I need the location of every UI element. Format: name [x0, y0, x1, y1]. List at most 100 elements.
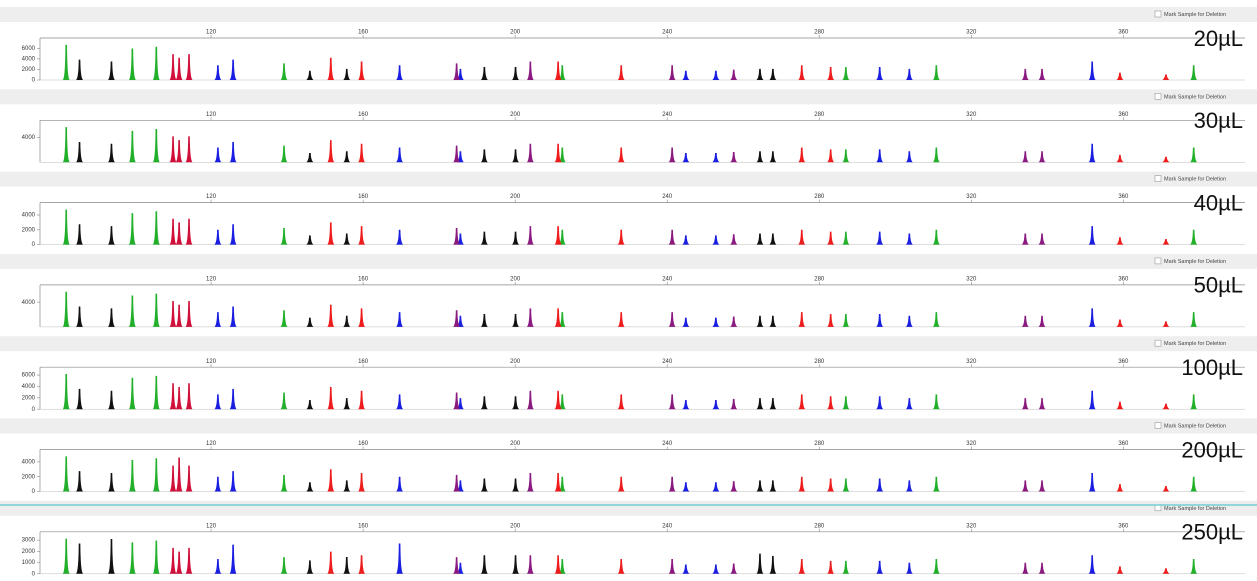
peak: [798, 229, 806, 245]
peak: [343, 556, 351, 574]
y-tick-label: 1000: [22, 560, 36, 566]
x-tick-label: 200: [510, 441, 521, 447]
checkbox[interactable]: [1154, 504, 1162, 512]
peak: [343, 68, 351, 80]
peak: [905, 315, 913, 327]
peak: [769, 151, 777, 163]
peak: [827, 149, 835, 163]
peak: [512, 478, 520, 492]
peak: [558, 394, 566, 410]
peak: [185, 547, 193, 574]
peak: [1088, 473, 1096, 492]
peak: [682, 482, 690, 492]
peak: [827, 396, 835, 410]
x-tick-label: 320: [966, 276, 977, 282]
checkbox[interactable]: [1154, 339, 1162, 347]
peak: [306, 153, 314, 163]
peak: [396, 476, 404, 492]
peak: [558, 559, 566, 574]
y-tick-label: 0: [32, 571, 36, 577]
peak: [480, 149, 488, 163]
peak: [175, 222, 183, 245]
peak: [876, 313, 884, 327]
y-tick-label: 4000: [22, 135, 36, 141]
peak: [175, 551, 183, 574]
peak: [798, 394, 806, 410]
peak: [185, 54, 193, 80]
peak: [169, 465, 177, 492]
peak: [327, 57, 335, 80]
x-tick-label: 160: [358, 194, 369, 200]
peak: [526, 555, 534, 574]
y-tick-label: 6000: [22, 373, 36, 379]
peak: [327, 551, 335, 574]
y-tick-label: 2000: [22, 227, 36, 233]
peak: [554, 61, 562, 80]
y-tick-label: 3000: [22, 538, 36, 544]
y-tick-label: 0: [32, 407, 36, 413]
peak: [229, 59, 237, 80]
peak: [358, 473, 366, 492]
y-tick-label: 4000: [22, 384, 36, 390]
x-tick-label: 200: [510, 194, 521, 200]
peak: [905, 151, 913, 163]
peak: [512, 396, 520, 410]
peak: [769, 315, 777, 327]
peak: [306, 70, 314, 80]
panel: Mark Sample for Deletion 120 160 200 240 280 3…: [0, 89, 1257, 163]
peak: [107, 539, 115, 574]
panel: Mark Sample for Deletion 120 160 200 240 280 3…: [0, 171, 1257, 248]
peak: [1021, 315, 1029, 327]
peak: [842, 478, 850, 492]
peak: [214, 559, 222, 574]
peak: [185, 383, 193, 410]
checkbox[interactable]: [1154, 257, 1162, 265]
checkbox[interactable]: [1154, 422, 1162, 429]
peak: [617, 559, 625, 574]
checkbox[interactable]: [1154, 175, 1162, 182]
y-tick-label: 2000: [22, 549, 36, 555]
checkbox[interactable]: [1154, 10, 1162, 18]
peak: [1162, 156, 1170, 163]
peak: [107, 308, 115, 327]
panel-header: [0, 89, 1257, 105]
peak: [480, 555, 488, 574]
panel: Mark Sample for Deletion 120 160 200 240 280 3…: [0, 253, 1257, 328]
peak: [798, 476, 806, 492]
peak: [668, 65, 676, 80]
x-tick-label: 360: [1118, 194, 1129, 200]
peak: [769, 480, 777, 492]
peak: [827, 313, 835, 327]
peak: [1038, 480, 1046, 492]
x-tick-label: 320: [966, 359, 977, 365]
peak: [1116, 154, 1124, 163]
peak: [175, 457, 183, 492]
peak: [1088, 143, 1096, 163]
x-tick-label: 320: [966, 523, 977, 529]
peak: [229, 141, 237, 163]
peak: [730, 481, 738, 492]
peak: [712, 153, 720, 163]
x-tick-label: 240: [662, 194, 673, 200]
x-tick-label: 320: [966, 30, 977, 36]
peak: [76, 59, 84, 80]
peak: [668, 559, 676, 574]
peak: [343, 151, 351, 163]
peak: [358, 61, 366, 80]
peak: [280, 145, 288, 163]
peak: [512, 231, 520, 245]
peak: [62, 456, 70, 492]
peak: [730, 398, 738, 410]
peak: [668, 312, 676, 327]
peak: [306, 235, 314, 245]
peak: [396, 147, 404, 163]
x-tick-label: 240: [662, 276, 673, 282]
peak: [229, 544, 237, 574]
volume-label: 200µL: [1181, 437, 1243, 462]
peak: [932, 65, 940, 80]
checkbox[interactable]: [1154, 93, 1162, 100]
peak: [62, 291, 70, 327]
peak: [280, 474, 288, 492]
peak: [214, 394, 222, 410]
